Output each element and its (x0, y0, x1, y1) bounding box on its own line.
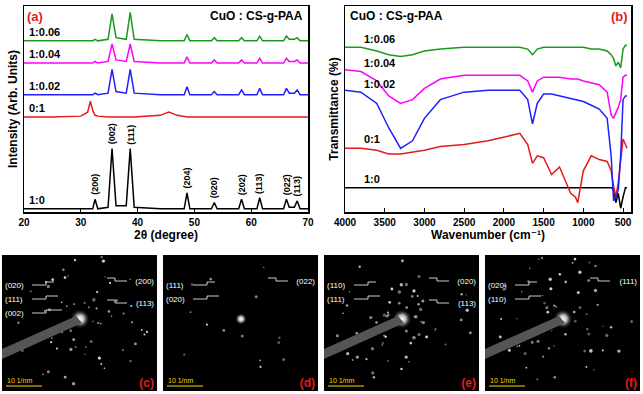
svg-text:1:0.06: 1:0.06 (364, 33, 395, 45)
svg-text:CuO : CS-g-PAA: CuO : CS-g-PAA (350, 9, 443, 23)
svg-text:(020): (020) (166, 295, 185, 304)
svg-text:70: 70 (302, 217, 314, 228)
svg-text:(020): (020) (457, 277, 476, 286)
svg-text:1:0.04: 1:0.04 (364, 57, 396, 69)
svg-text:0:1: 0:1 (29, 102, 45, 114)
svg-text:10 1/nm: 10 1/nm (168, 377, 193, 384)
svg-text:(020): (020) (488, 281, 507, 290)
svg-text:40: 40 (132, 217, 144, 228)
svg-text:(113): (113) (458, 299, 476, 308)
svg-text:1:0.06: 1:0.06 (29, 26, 60, 38)
svg-text:4000: 4000 (334, 217, 357, 228)
svg-text:Transmittance (%): Transmittance (%) (327, 57, 341, 160)
svg-text:10 1/nm: 10 1/nm (329, 377, 354, 384)
svg-text:(022): (022) (296, 277, 315, 286)
svg-text:2θ (degree): 2θ (degree) (134, 228, 198, 242)
svg-text:(113): (113) (254, 173, 264, 194)
svg-text:(020): (020) (209, 177, 219, 198)
svg-text:3500: 3500 (374, 217, 397, 228)
svg-text:1:0.02: 1:0.02 (29, 80, 60, 92)
svg-text:(f): (f) (625, 376, 637, 390)
svg-text:1:0: 1:0 (29, 194, 45, 206)
svg-text:CuO : CS-g-PAA: CuO : CS-g-PAA (210, 9, 303, 23)
svg-text:(111): (111) (5, 295, 23, 304)
svg-text:2500: 2500 (453, 217, 476, 228)
svg-text:0:1: 0:1 (364, 133, 380, 145)
svg-text:500: 500 (615, 217, 632, 228)
svg-text:(113): (113) (136, 299, 154, 308)
svg-text:(111): (111) (166, 281, 184, 290)
svg-text:(110): (110) (327, 281, 345, 290)
svg-text:20: 20 (18, 217, 30, 228)
svg-text:(202): (202) (237, 174, 247, 195)
svg-text:(020): (020) (5, 281, 24, 290)
svg-text:(a): (a) (27, 9, 43, 24)
svg-text:60: 60 (246, 217, 258, 228)
svg-text:(c): (c) (139, 376, 154, 390)
svg-text:1500: 1500 (532, 217, 555, 228)
svg-text:50: 50 (189, 217, 201, 228)
svg-text:(200): (200) (135, 277, 154, 286)
svg-text:(002): (002) (5, 309, 24, 318)
svg-text:(200): (200) (90, 174, 100, 195)
svg-text:(022̄): (022̄) (282, 174, 292, 195)
svg-text:(111): (111) (126, 125, 136, 145)
svg-text:10 1/nm: 10 1/nm (490, 377, 515, 384)
svg-text:1:0.04: 1:0.04 (29, 48, 61, 60)
svg-text:(110): (110) (488, 295, 506, 304)
svg-text:(e): (e) (461, 376, 476, 390)
svg-text:(d): (d) (300, 376, 315, 390)
svg-text:(111): (111) (327, 295, 345, 304)
svg-text:(204): (204) (182, 167, 192, 188)
svg-text:Wavenumber (cm⁻¹): Wavenumber (cm⁻¹) (431, 228, 545, 242)
svg-text:1:0.02: 1:0.02 (364, 78, 395, 90)
svg-text:(b): (b) (611, 9, 628, 24)
svg-text:2000: 2000 (493, 217, 516, 228)
svg-text:10 1/nm: 10 1/nm (7, 377, 32, 384)
svg-text:3000: 3000 (413, 217, 436, 228)
svg-text:1:0: 1:0 (364, 173, 380, 185)
svg-text:(002): (002) (107, 123, 117, 144)
svg-text:Intensity (Arb. Units): Intensity (Arb. Units) (6, 50, 20, 168)
svg-text:(113): (113) (292, 176, 302, 197)
svg-text:30: 30 (75, 217, 87, 228)
svg-text:(111): (111) (620, 277, 638, 286)
svg-text:1000: 1000 (572, 217, 595, 228)
